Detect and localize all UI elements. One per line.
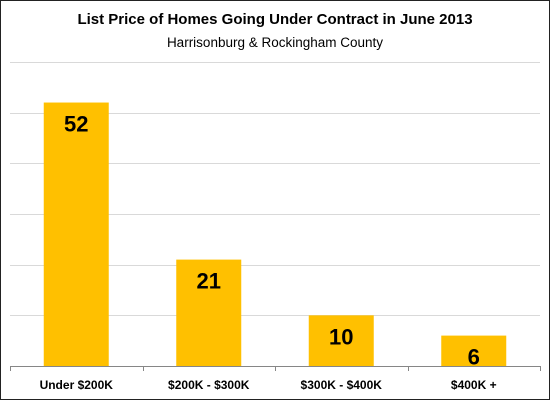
- bar: [176, 259, 242, 366]
- x-tick-label: $400K +: [451, 378, 497, 392]
- data-label: 21: [197, 269, 221, 294]
- bars: [43, 102, 507, 367]
- chart-title: List Price of Homes Going Under Contract…: [77, 11, 473, 28]
- chart-subtitle: Harrisonburg & Rockingham County: [166, 35, 384, 50]
- labels: 52 Under $200K 21 $200K - $300K 10 $300K - $4…: [40, 112, 497, 392]
- x-axis: [10, 366, 541, 371]
- bar: [308, 315, 374, 366]
- bar: [43, 102, 109, 367]
- x-tick-label: $300K - $400K: [301, 378, 383, 392]
- data-label: 6: [468, 345, 480, 370]
- bar: [441, 335, 507, 366]
- data-label: 10: [329, 324, 353, 349]
- x-tick-label: $200K - $300K: [168, 378, 250, 392]
- x-tick-label: Under $200K: [40, 378, 114, 392]
- data-label: 52: [64, 112, 88, 137]
